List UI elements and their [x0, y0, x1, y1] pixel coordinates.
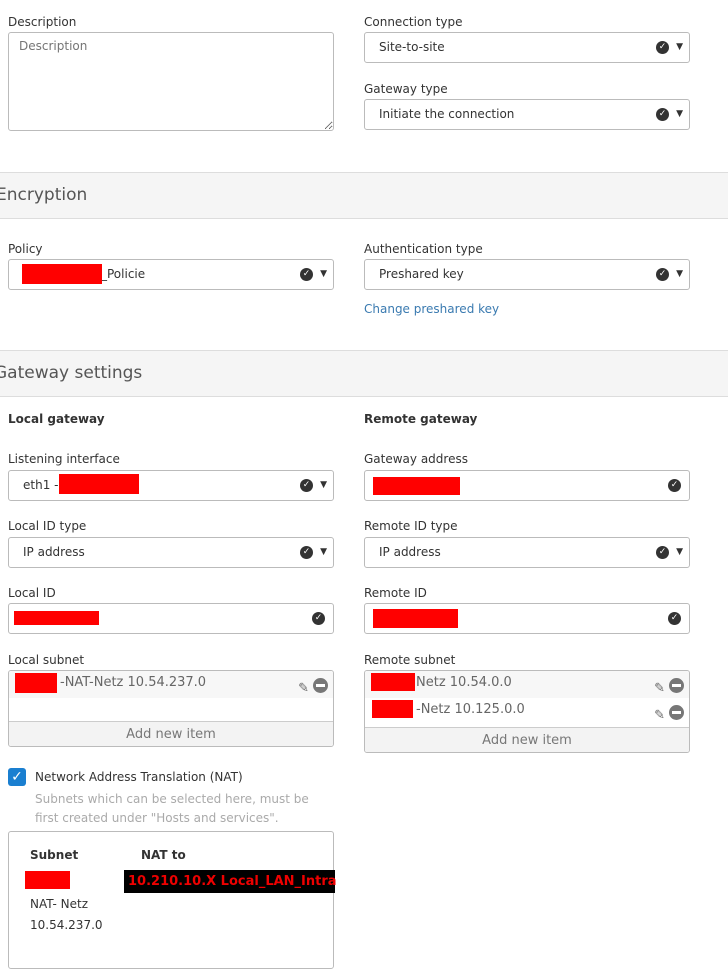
auth-type-label: Authentication type [364, 242, 483, 256]
local-id-type-select[interactable]: IP address ✓ ▼ [8, 537, 334, 568]
local-id-type-value: IP address [23, 545, 85, 559]
gateway-type-label: Gateway type [364, 82, 448, 96]
connection-type-label: Connection type [364, 15, 463, 29]
check-icon: ✓ [668, 479, 681, 492]
redaction [373, 477, 460, 495]
check-icon: ✓ [656, 546, 669, 559]
caret-down-icon: ▼ [676, 269, 683, 279]
description-input[interactable] [8, 32, 334, 131]
list-item: Netz 10.54.0.0 ✎ [365, 671, 689, 698]
check-icon: ✓ [300, 546, 313, 559]
nat-subnet-value: NAT- Netz 10.54.237.0 [30, 897, 103, 932]
caret-down-icon: ▼ [676, 547, 683, 557]
remote-id-type-value: IP address [379, 545, 441, 559]
listening-interface-select[interactable]: eth1 - ✓ ▼ [8, 470, 334, 501]
connection-type-select[interactable]: Site-to-site ✓ ▼ [364, 32, 690, 63]
redaction [14, 611, 99, 625]
subnet-value: -Netz 10.125.0.0 [416, 702, 525, 717]
policy-select[interactable]: _Policie ✓ ▼ [8, 259, 334, 290]
local-gateway-heading: Local gateway [8, 412, 105, 426]
gateway-address-input[interactable]: ✓ [364, 470, 690, 501]
redaction [371, 673, 415, 691]
remove-icon[interactable] [313, 678, 328, 693]
caret-down-icon: ▼ [320, 480, 327, 490]
listening-interface-value: eth1 - [23, 478, 59, 492]
nat-label: Network Address Translation (NAT) [35, 770, 243, 784]
remote-id-label: Remote ID [364, 586, 427, 600]
add-new-item-button[interactable]: Add new item [365, 727, 689, 752]
change-preshared-key-link[interactable]: Change preshared key [364, 302, 500, 316]
listening-interface-label: Listening interface [8, 452, 120, 466]
nat-hint: Subnets which can be selected here, must… [35, 792, 309, 825]
remote-id-input[interactable]: ✓ [364, 603, 690, 634]
remote-subnet-label: Remote subnet [364, 653, 456, 667]
gateway-type-value: Initiate the connection [379, 107, 515, 121]
col-nat-to-header: NAT to [141, 848, 186, 862]
gateway-type-select[interactable]: Initiate the connection ✓ ▼ [364, 99, 690, 130]
redaction [15, 673, 57, 693]
check-icon: ✓ [656, 268, 669, 281]
policy-label: Policy [8, 242, 43, 256]
policy-value: _Policie [101, 267, 146, 281]
list-item: -NAT-Netz 10.54.237.0 ✎ [9, 671, 333, 698]
remote-subnet-list: Netz 10.54.0.0 ✎ -Netz 10.125.0.0 ✎ Add ne… [364, 670, 690, 753]
pencil-icon[interactable]: ✎ [654, 708, 665, 723]
connection-type-value: Site-to-site [379, 40, 445, 54]
encryption-section-header: Encryption [0, 172, 728, 219]
caret-down-icon: ▼ [320, 269, 327, 279]
nat-to-value[interactable]: 10.210.10.X Local_LAN_Intra [124, 870, 337, 893]
local-subnet-list: -NAT-Netz 10.54.237.0 ✎ Add new item [8, 670, 334, 747]
pencil-icon[interactable]: ✎ [654, 681, 665, 696]
local-id-input[interactable]: ✓ [8, 603, 334, 634]
check-icon: ✓ [300, 268, 313, 281]
caret-down-icon: ▼ [320, 547, 327, 557]
redaction [22, 264, 102, 284]
gateway-settings-section-header: Gateway settings [0, 350, 728, 397]
auth-type-value: Preshared key [379, 267, 464, 281]
nat-checkbox[interactable]: ✓ [8, 768, 26, 786]
remove-icon[interactable] [669, 705, 684, 720]
description-label: Description [8, 15, 77, 29]
local-subnet-label: Local subnet [8, 653, 85, 667]
add-new-item-button[interactable]: Add new item [9, 721, 333, 746]
check-icon: ✓ [300, 479, 313, 492]
remove-icon[interactable] [669, 678, 684, 693]
check-icon: ✓ [312, 612, 325, 625]
list-item: -Netz 10.125.0.0 ✎ [365, 698, 689, 725]
col-subnet-header: Subnet [30, 848, 79, 862]
nat-table: Subnet NAT to NAT- Netz 10.54.237.0 10.2… [8, 831, 337, 969]
local-id-label: Local ID [8, 586, 56, 600]
gateway-address-label: Gateway address [364, 452, 468, 466]
subnet-value: -NAT-Netz 10.54.237.0 [60, 675, 207, 690]
remote-id-type-select[interactable]: IP address ✓ ▼ [364, 537, 690, 568]
local-id-type-label: Local ID type [8, 519, 87, 533]
remote-gateway-heading: Remote gateway [364, 412, 478, 426]
auth-type-select[interactable]: Preshared key ✓ ▼ [364, 259, 690, 290]
check-icon: ✓ [656, 41, 669, 54]
subnet-value: Netz 10.54.0.0 [416, 675, 512, 690]
redaction [25, 871, 70, 889]
redaction [373, 609, 458, 628]
redaction [372, 700, 413, 718]
redaction [59, 474, 139, 494]
remote-id-type-label: Remote ID type [364, 519, 458, 533]
check-icon: ✓ [668, 612, 681, 625]
check-icon: ✓ [656, 108, 669, 121]
caret-down-icon: ▼ [676, 109, 683, 119]
caret-down-icon: ▼ [676, 42, 683, 52]
pencil-icon[interactable]: ✎ [298, 681, 309, 696]
